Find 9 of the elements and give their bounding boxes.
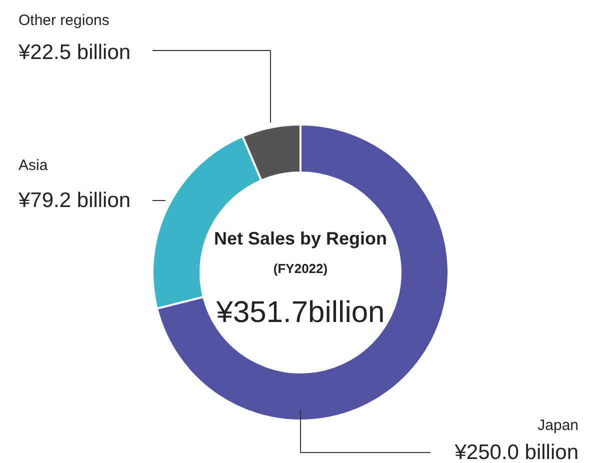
data-label: ¥22.5 billion [18, 41, 131, 64]
text: Net Sales by Region [214, 228, 388, 248]
slice-label: Other regions [18, 12, 110, 29]
slice-label: Japan [538, 417, 579, 434]
data-label: ¥79.2 billion [18, 189, 131, 212]
text: (FY2022) [273, 261, 328, 276]
text: ¥351.7billion [215, 296, 385, 329]
slice-label: Asia [18, 157, 48, 174]
data-label: ¥250.0 billion [454, 441, 578, 463]
